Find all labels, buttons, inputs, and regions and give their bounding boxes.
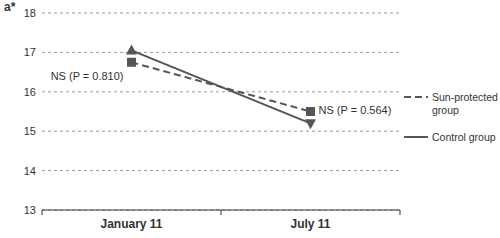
- grid-line: [42, 170, 400, 171]
- x-tick: [221, 210, 222, 215]
- y-tick-label: 14: [24, 165, 36, 177]
- chart: 13 14 15 16 17 18 a* January 11 July 11 NS (P = 0…: [0, 0, 500, 238]
- plot-area: [126, 44, 316, 129]
- x-tick-label: July 11: [290, 217, 330, 231]
- grid-line: [42, 13, 400, 14]
- y-tick-label: 17: [24, 46, 36, 58]
- x-tick: [400, 210, 401, 215]
- marker: [306, 107, 315, 116]
- grid-line: [42, 91, 400, 92]
- series-line: [132, 50, 311, 123]
- annotation: NS (P = 0.810): [51, 70, 124, 82]
- x-tick-label: January 11: [100, 217, 162, 231]
- y-tick-label: 15: [24, 125, 36, 137]
- y-tick-label: 16: [24, 86, 36, 98]
- marker: [126, 44, 137, 54]
- legend-label: Control group: [432, 131, 496, 143]
- annotation: NS (P = 0.564): [319, 104, 392, 116]
- legend-swatch: [404, 136, 428, 138]
- grid-line: [42, 52, 400, 53]
- marker: [305, 119, 316, 129]
- marker: [127, 58, 136, 67]
- grid-line: [42, 131, 400, 132]
- y-axis-label: a*: [4, 0, 16, 14]
- y-tick-label: 13: [24, 204, 36, 216]
- chart-container: 13 14 15 16 17 18 a* January 11 July 11 NS (P = 0…: [0, 0, 500, 238]
- y-tick-label: 18: [24, 7, 36, 19]
- legend-swatch: [404, 96, 428, 98]
- legend-label: Sun-protectedgroup: [432, 91, 498, 116]
- x-tick: [42, 210, 43, 215]
